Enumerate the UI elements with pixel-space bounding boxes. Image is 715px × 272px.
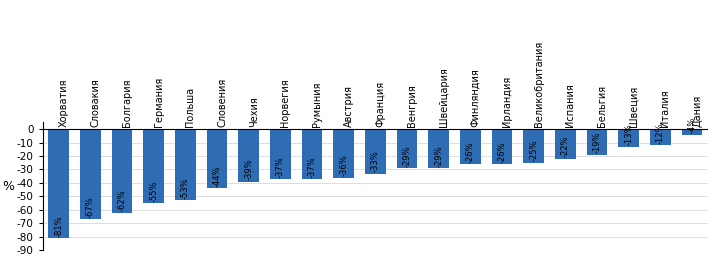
Text: -62%: -62% bbox=[117, 190, 127, 211]
Bar bbox=[238, 129, 259, 182]
Text: -29%: -29% bbox=[434, 145, 443, 167]
Text: Польша: Польша bbox=[185, 87, 195, 127]
Bar bbox=[555, 129, 576, 159]
Bar bbox=[650, 129, 671, 145]
Text: Франция: Франция bbox=[375, 81, 385, 127]
Bar bbox=[207, 129, 227, 188]
Text: Болгария: Болгария bbox=[122, 79, 132, 127]
Bar bbox=[302, 129, 322, 179]
Text: Чехия: Чехия bbox=[249, 96, 259, 127]
Text: -22%: -22% bbox=[561, 136, 570, 157]
Text: -53%: -53% bbox=[181, 177, 190, 199]
Bar bbox=[681, 129, 702, 135]
Bar bbox=[144, 129, 164, 203]
Text: Норвегия: Норвегия bbox=[280, 79, 290, 127]
Text: -81%: -81% bbox=[54, 215, 63, 237]
Text: -12%: -12% bbox=[656, 122, 665, 144]
Text: -36%: -36% bbox=[339, 154, 348, 176]
Text: -26%: -26% bbox=[498, 141, 506, 163]
Text: Хорватия: Хорватия bbox=[59, 79, 69, 127]
Bar bbox=[428, 129, 449, 168]
Text: Испания: Испания bbox=[566, 83, 576, 127]
Bar bbox=[523, 129, 544, 163]
Text: -55%: -55% bbox=[149, 180, 158, 202]
Text: Германия: Германия bbox=[154, 77, 164, 127]
Text: Швеция: Швеция bbox=[628, 86, 638, 127]
Text: -39%: -39% bbox=[245, 159, 253, 180]
Text: -67%: -67% bbox=[86, 196, 95, 218]
Text: -25%: -25% bbox=[529, 140, 538, 161]
Bar bbox=[49, 129, 69, 238]
Text: -33%: -33% bbox=[371, 150, 380, 172]
Text: -13%: -13% bbox=[624, 124, 633, 145]
Text: -37%: -37% bbox=[307, 156, 317, 178]
Text: -29%: -29% bbox=[403, 145, 412, 167]
Bar bbox=[492, 129, 513, 164]
Text: -37%: -37% bbox=[276, 156, 285, 178]
Bar bbox=[112, 129, 132, 212]
Bar bbox=[365, 129, 385, 174]
Text: Финляндия: Финляндия bbox=[470, 68, 480, 127]
Bar bbox=[587, 129, 607, 155]
Y-axis label: %: % bbox=[3, 180, 15, 193]
Text: Швейцария: Швейцария bbox=[439, 67, 449, 127]
Text: Бельгия: Бельгия bbox=[597, 85, 607, 127]
Bar bbox=[175, 129, 196, 200]
Text: -19%: -19% bbox=[593, 132, 601, 153]
Bar bbox=[333, 129, 354, 178]
Text: -4%: -4% bbox=[688, 117, 696, 133]
Text: -26%: -26% bbox=[466, 141, 475, 163]
Text: Дания: Дания bbox=[692, 95, 702, 127]
Text: Австрия: Австрия bbox=[344, 85, 354, 127]
Text: Словакия: Словакия bbox=[90, 78, 100, 127]
Text: Великобритания: Великобритания bbox=[533, 41, 543, 127]
Text: Румыния: Румыния bbox=[312, 82, 322, 127]
Bar bbox=[397, 129, 418, 168]
Text: Италия: Италия bbox=[661, 89, 671, 127]
Text: Ирландия: Ирландия bbox=[502, 76, 512, 127]
Bar bbox=[80, 129, 101, 219]
Text: Словения: Словения bbox=[217, 78, 227, 127]
Text: -44%: -44% bbox=[212, 165, 222, 187]
Bar bbox=[618, 129, 639, 147]
Bar bbox=[270, 129, 291, 179]
Bar bbox=[460, 129, 480, 164]
Text: Венгрия: Венгрия bbox=[407, 84, 417, 127]
